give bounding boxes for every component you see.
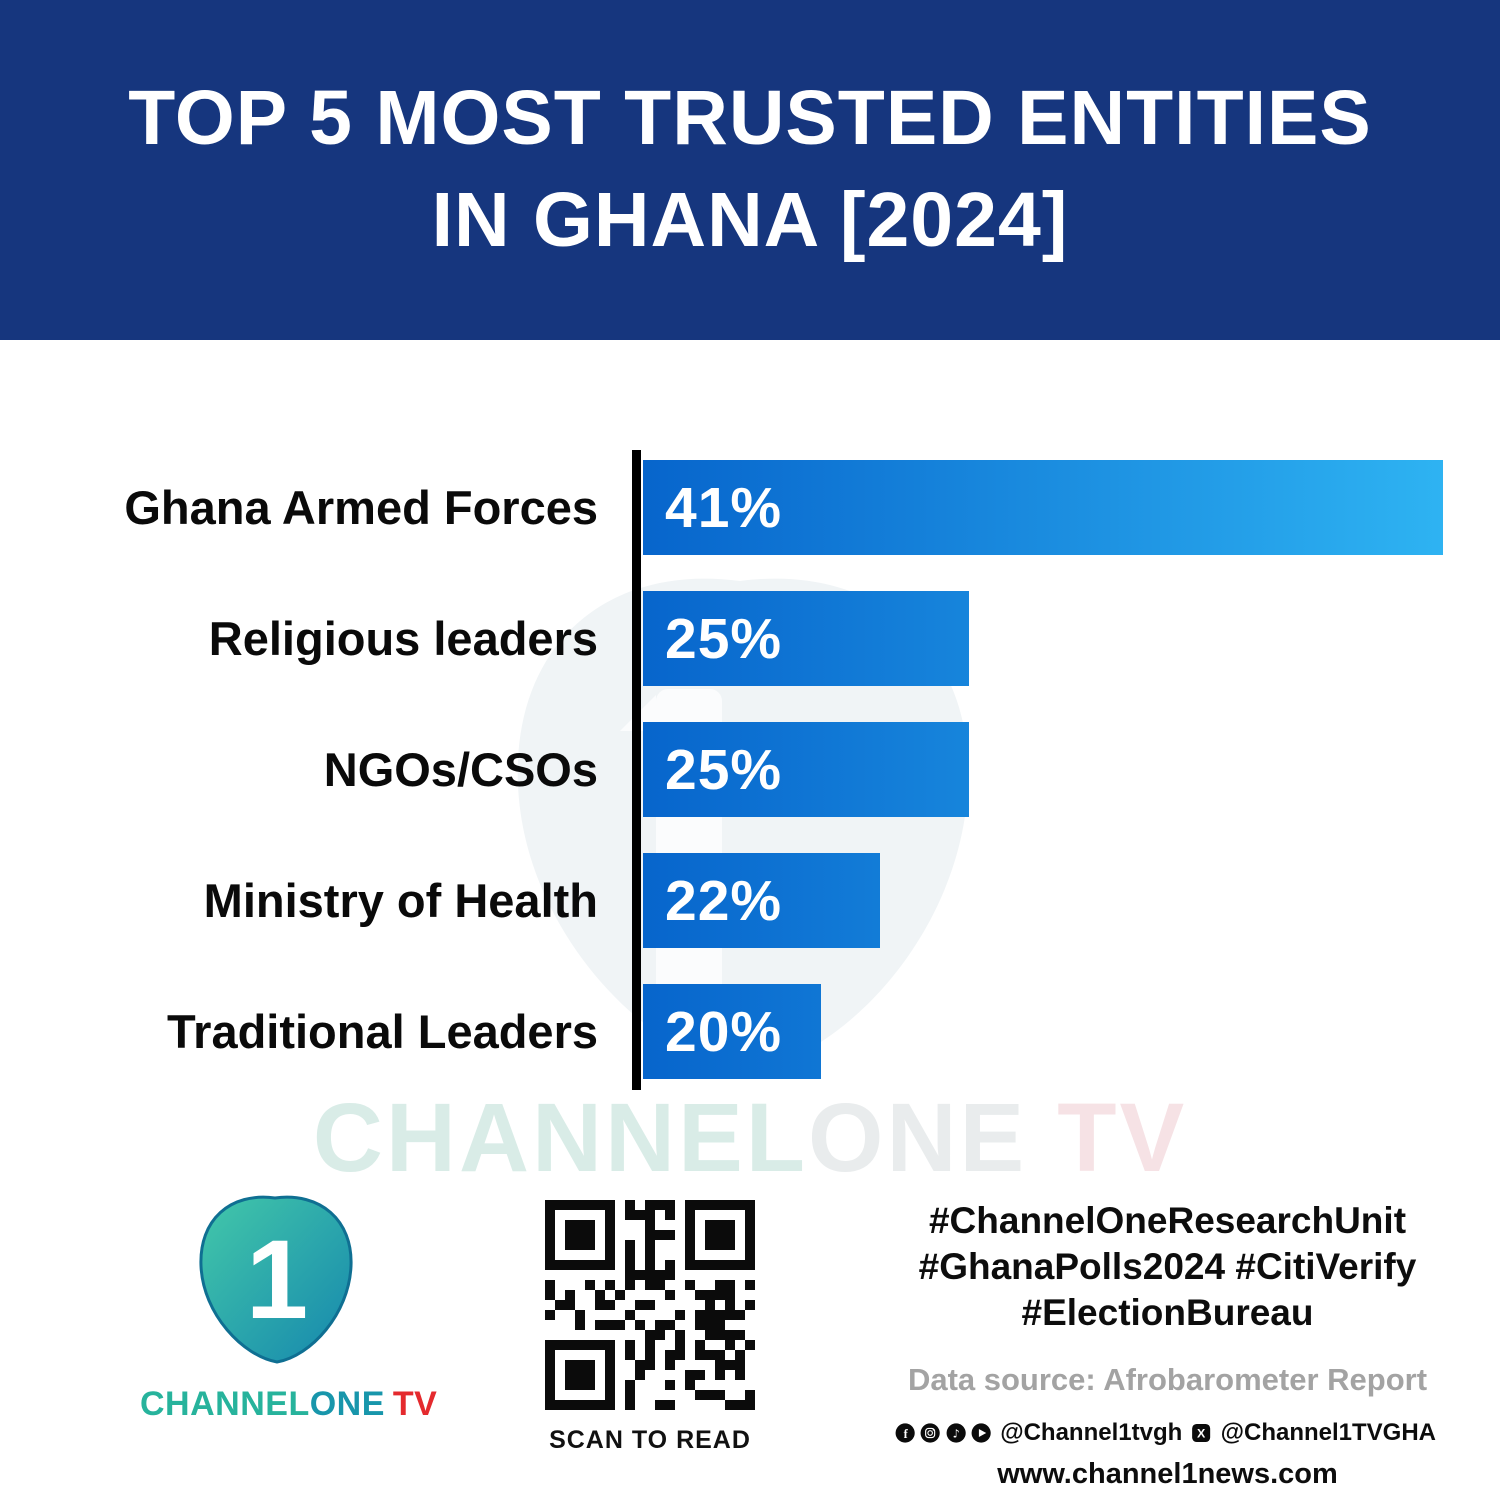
value-label: 20% [665,999,783,1064]
bar-track: 41% [643,460,1443,555]
bar-track: 25% [643,722,1443,817]
handle-x: @Channel1TVGHA [1220,1418,1437,1446]
svg-text:♪: ♪ [952,1427,959,1440]
qr-caption: SCAN TO READ [549,1426,751,1454]
channelone-tv-watermark: CHANNELONE TV [0,1082,1500,1194]
youtube-icon [971,1423,991,1443]
category-label: Ministry of Health [203,874,598,927]
website-url: www.channel1news.com [997,1457,1338,1490]
category-label: Ghana Armed Forces [124,481,598,534]
svg-text:f: f [904,1427,909,1441]
title-line-2: IN GHANA [2024] [431,177,1069,263]
bar-track: 20% [643,984,1443,1079]
hashtag-line-1: #ChannelOneResearchUnit [928,1200,1407,1241]
chart-row: Ministry of Health 22% [0,853,1500,948]
footer-info-block: #ChannelOneResearchUnit #GhanaPolls2024 … [895,1198,1440,1491]
category-label: Traditional Leaders [167,1005,598,1058]
tiktok-icon: ♪ [946,1423,966,1443]
chart-row: Ghana Armed Forces 41% [0,460,1500,555]
bar-chart: Ghana Armed Forces 41% Religious leaders 25… [0,460,1500,1115]
category-label: NGOs/CSOs [323,743,598,796]
brand-channel: CHANNEL [140,1385,310,1423]
title-line-1: TOP 5 MOST TRUSTED ENTITIES [128,75,1372,162]
value-bar: 22% [643,853,881,948]
value-bar: 20% [643,984,821,1079]
value-bar: 25% [643,591,969,686]
handle-main: @Channel1tvgh [1000,1418,1183,1446]
hashtag-line-3: #ElectionBureau [1021,1291,1314,1333]
chart-axis-line [632,450,641,1090]
hashtags: #ChannelOneResearchUnit #GhanaPolls2024 … [895,1198,1440,1336]
logo-digit: 1 [246,1217,308,1342]
data-source: Data source: Afrobarometer Report [907,1361,1428,1397]
category-label: Religious leaders [208,612,598,665]
social-row: f ♪ @Channel1tvgh X @Channel1TVGHA [895,1418,1440,1448]
channel-one-logo-icon: 1 [199,1195,353,1364]
facebook-icon: f [895,1423,915,1443]
watermark-channel: CHANNEL [312,1083,809,1192]
value-bar: 25% [643,722,969,817]
brand-wordmark: CHANNELONE TV [140,1385,437,1424]
bar-track: 22% [643,853,1443,948]
chart-row: NGOs/CSOs 25% [0,722,1500,817]
chart-row: Religious leaders 25% [0,591,1500,686]
brand-one: ONE [309,1385,385,1423]
watermark-one: ONE [808,1083,1028,1192]
value-label: 41% [665,475,783,540]
value-label: 22% [665,868,783,933]
channel-one-logo-block: 1 CHANNELONE TV [140,1186,437,1424]
page-title: TOP 5 MOST TRUSTED ENTITIES IN GHANA [20… [128,68,1371,271]
watermark-tv: TV [1027,1083,1188,1192]
x-icon: X [1192,1423,1211,1442]
value-label: 25% [665,606,783,671]
value-label: 25% [665,737,783,802]
header-banner: TOP 5 MOST TRUSTED ENTITIES IN GHANA [20… [0,0,1500,340]
chart-row: Traditional Leaders 20% [0,984,1500,1079]
hashtag-line-2: #GhanaPolls2024 #CitiVerify [918,1245,1417,1287]
value-bar: 41% [643,460,1443,555]
qr-code [545,1200,755,1410]
bar-track: 25% [643,591,1443,686]
svg-text:X: X [1197,1426,1206,1440]
qr-block: SCAN TO READ [540,1200,760,1455]
brand-tv: TV [392,1385,438,1423]
instagram-icon [920,1423,941,1443]
